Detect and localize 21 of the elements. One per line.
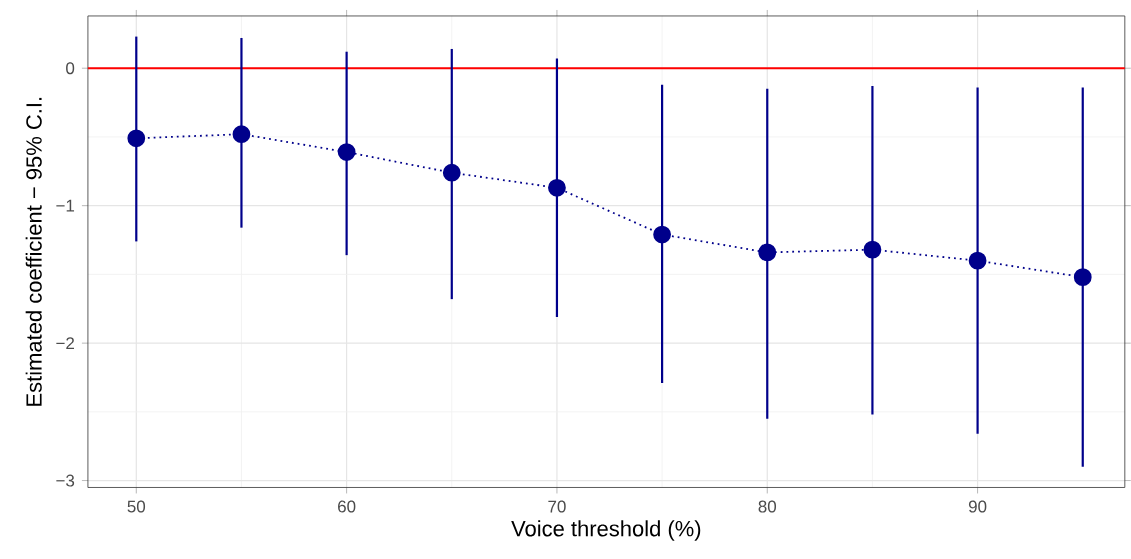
point bbox=[337, 142, 356, 161]
x-tick-label: 60 bbox=[338, 500, 356, 513]
x-tick-label: 90 bbox=[968, 500, 987, 513]
point bbox=[653, 225, 671, 244]
y-tick-label: −1 bbox=[56, 199, 75, 212]
point bbox=[127, 129, 146, 148]
x-axis-title: Voice threshold (%) bbox=[511, 520, 701, 541]
y-tick-label: −2 bbox=[56, 337, 75, 349]
point bbox=[548, 178, 566, 197]
x-tick-label: 70 bbox=[548, 500, 566, 513]
y-axis-title: Estimated coefficient − 95% C.I. bbox=[25, 97, 42, 406]
point bbox=[758, 243, 777, 262]
y-tick-label: −3 bbox=[56, 474, 75, 487]
y-tick-label: 0 bbox=[66, 62, 75, 75]
point bbox=[232, 125, 251, 143]
point bbox=[968, 251, 987, 270]
point bbox=[442, 163, 461, 182]
point bbox=[1073, 268, 1092, 286]
point bbox=[863, 240, 882, 259]
x-tick-label: 50 bbox=[127, 500, 146, 513]
x-tick-label: 80 bbox=[758, 500, 777, 513]
